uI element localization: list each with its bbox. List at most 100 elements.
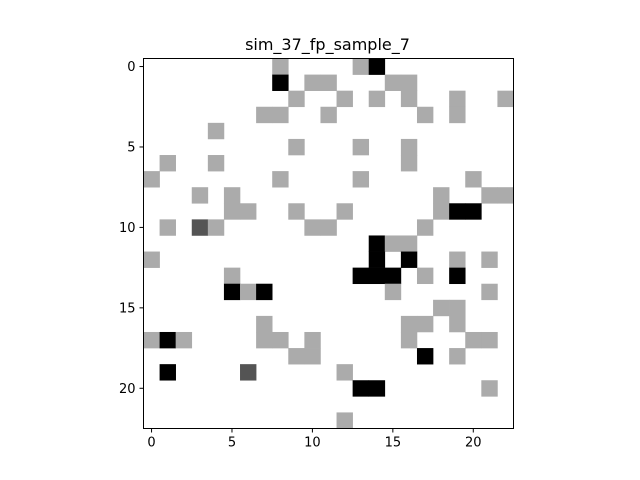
heatmap-cell (481, 187, 498, 204)
heatmap-cell (304, 331, 321, 349)
heatmap-cell (207, 219, 225, 236)
y-axis: 0 5 10 15 20 (119, 60, 144, 397)
heatmap-cell (320, 219, 337, 236)
heatmap-cell (256, 315, 273, 333)
x-tick-label: 20 (465, 436, 482, 451)
heatmap-cell (304, 219, 321, 236)
heatmap-cell (352, 267, 370, 285)
heatmap-cell (400, 235, 418, 252)
heatmap-cell (400, 251, 418, 268)
heatmap-cell (256, 331, 273, 349)
heatmap-cell (240, 203, 257, 220)
heatmap-cell (352, 138, 370, 156)
heatmap-cell (433, 187, 450, 204)
heatmap-cell (400, 138, 418, 156)
y-tick-label: 5 (127, 140, 135, 155)
heatmap-cell (191, 187, 209, 204)
heatmap-cell (449, 106, 466, 124)
heatmap-cell (143, 251, 160, 268)
heatmap-cell (352, 171, 370, 188)
heatmap-cell (368, 58, 386, 75)
heatmap-cell (400, 155, 418, 172)
heatmap-cell (416, 315, 434, 333)
heatmap-cell (368, 251, 386, 268)
heatmap-cell (304, 74, 321, 91)
heatmap-cell (272, 331, 289, 349)
heatmap-cell (207, 122, 225, 140)
heatmap-cell (481, 380, 498, 397)
heatmap-cell (416, 106, 434, 124)
heatmap-cell (272, 74, 289, 91)
heatmap-cell (400, 74, 418, 91)
heatmap-cell (449, 267, 466, 285)
heatmap-cell (497, 187, 514, 204)
heatmap-cell (449, 299, 466, 317)
plot-area: 0 5 10 15 20 0 5 10 15 20 (119, 58, 514, 451)
heatmap-cell (368, 380, 386, 397)
y-tick-label: 10 (119, 221, 136, 236)
heatmap-cell (449, 90, 466, 108)
x-tick-label: 0 (147, 436, 155, 451)
heatmap-cell (481, 283, 498, 301)
heatmap-cell (288, 138, 305, 156)
heatmap-cell (368, 90, 386, 108)
y-tick-label: 20 (119, 382, 136, 397)
heatmap-cell (288, 90, 305, 108)
heatmap-cell (304, 348, 321, 365)
heatmap-cell (336, 412, 353, 429)
heatmap-cell (336, 203, 353, 220)
x-tick-label: 10 (304, 436, 321, 451)
heatmap-cell (400, 90, 418, 108)
heatmap-cell (207, 155, 225, 172)
heatmap-cell (465, 203, 482, 220)
heatmap-cell (320, 74, 337, 91)
heatmap-cell (223, 267, 241, 285)
heatmap-cell (352, 58, 370, 75)
heatmap-cell (416, 267, 434, 285)
heatmap-cell (288, 348, 305, 365)
heatmap-cell (352, 380, 370, 397)
heatmap-cells (143, 58, 514, 429)
heatmap-cell (159, 219, 176, 236)
heatmap-cell (433, 299, 450, 317)
heatmap-cell (416, 219, 434, 236)
heatmap-cell (159, 331, 176, 349)
heatmap-cell (272, 171, 289, 188)
heatmap-cell (223, 203, 241, 220)
heatmap-cell (320, 106, 337, 124)
heatmap-cell (449, 251, 466, 268)
axes-frame (143, 58, 514, 429)
heatmap-cell (336, 90, 353, 108)
chart-title: sim_37_fp_sample_7 (245, 35, 410, 55)
heatmap-cell (384, 283, 402, 301)
heatmap-cell (272, 106, 289, 124)
heatmap-cell (400, 315, 418, 333)
heatmap-cell (384, 74, 402, 91)
heatmap-cell (497, 90, 514, 108)
heatmap-cell (143, 331, 160, 349)
x-tick-label: 5 (228, 436, 236, 451)
heatmap-cell (159, 155, 176, 172)
heatmap-cell (288, 203, 305, 220)
heatmap-cell (191, 219, 209, 236)
heatmap-cell (368, 235, 386, 252)
heatmap-cell (240, 283, 257, 301)
heatmap-cell (433, 203, 450, 220)
y-tick-label: 15 (119, 301, 136, 316)
heatmap-cell (400, 331, 418, 349)
heatmap-cell (449, 203, 466, 220)
heatmap-cell (449, 315, 466, 333)
x-tick-label: 15 (385, 436, 402, 451)
y-tick-label: 0 (127, 60, 135, 75)
heatmap-cell (384, 235, 402, 252)
heatmap-cell (416, 348, 434, 365)
heatmap-cell (384, 267, 402, 285)
heatmap-cell (223, 283, 241, 301)
heatmap-cell (465, 331, 482, 349)
heatmap-cell (256, 106, 273, 124)
heatmap-cell (449, 348, 466, 365)
heatmap-cell (481, 331, 498, 349)
heatmap-cell (368, 267, 386, 285)
heatmap-cell (272, 58, 289, 75)
